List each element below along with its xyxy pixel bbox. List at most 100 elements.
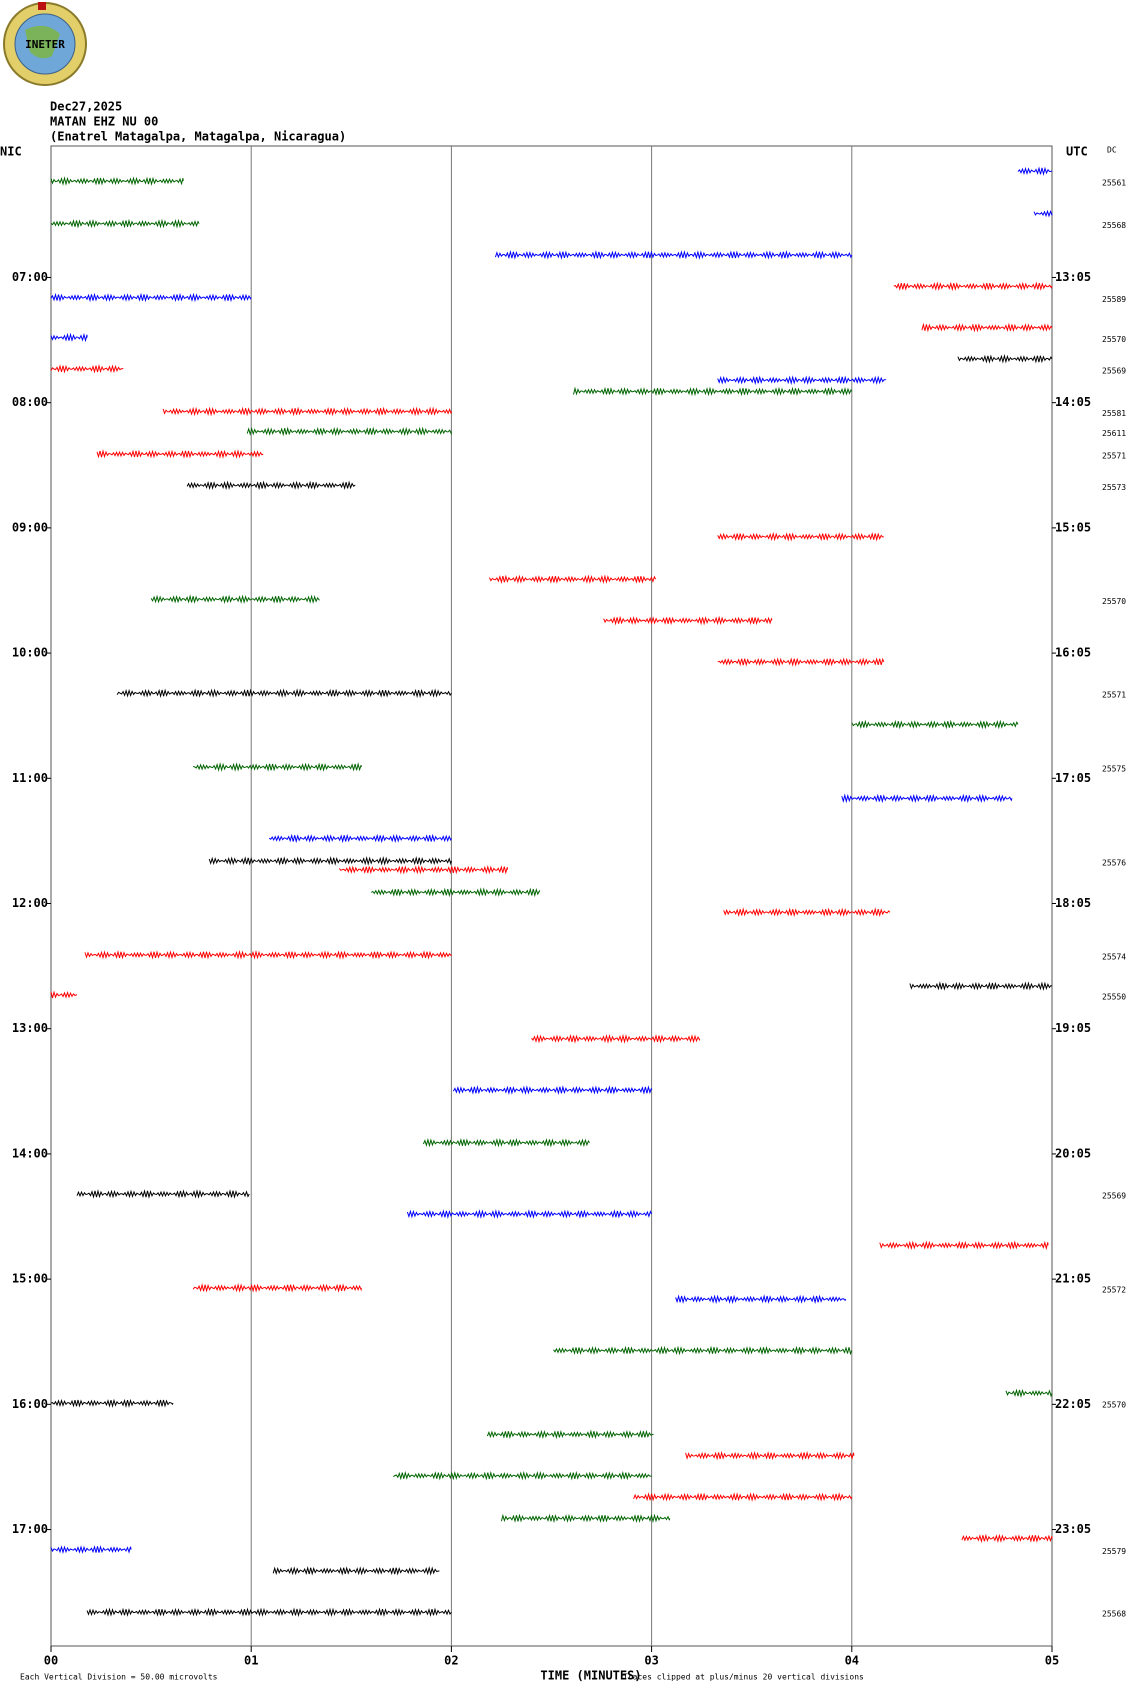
trace xyxy=(208,856,452,866)
dc-label: 25573 xyxy=(1102,483,1126,492)
trace xyxy=(921,322,1053,333)
trace xyxy=(50,1398,174,1408)
dc-label: 25576 xyxy=(1102,858,1126,867)
x-axis-label: TIME (MINUTES) xyxy=(540,1669,641,1683)
trace xyxy=(272,1566,440,1576)
trace xyxy=(96,449,264,459)
y2-tick-label: 19:05 xyxy=(1055,1021,1091,1035)
trace xyxy=(371,887,540,898)
trace xyxy=(422,1137,590,1148)
trace xyxy=(909,981,1053,991)
plot-frame xyxy=(50,145,1053,1647)
x-tick-label: 04 xyxy=(845,1654,859,1668)
trace xyxy=(50,218,200,229)
dc-label: 25581 xyxy=(1102,409,1126,418)
clip-note: Traces clipped at plus/minus 20 vertical… xyxy=(623,1673,864,1682)
trace xyxy=(393,1470,652,1481)
location: (Enatrel Matagalpa, Matagalpa, Nicaragua… xyxy=(50,130,346,144)
y2-tick-label: 22:05 xyxy=(1055,1397,1091,1411)
trace xyxy=(162,406,452,417)
trace xyxy=(50,332,88,343)
dc-label: 25568 xyxy=(1102,1610,1126,1619)
y-tick-label: 08:00 xyxy=(12,395,48,409)
y2-tick-label: 21:05 xyxy=(1055,1272,1091,1286)
x-tick-label: 00 xyxy=(44,1654,58,1668)
dc-label: 25550 xyxy=(1102,992,1126,1001)
trace xyxy=(851,719,1019,730)
trace xyxy=(50,990,78,999)
trace xyxy=(186,480,356,491)
y2-tick-label: 17:05 xyxy=(1055,771,1091,785)
trace xyxy=(452,1085,653,1095)
trace xyxy=(717,375,887,386)
dc-label: 25572 xyxy=(1102,1285,1126,1294)
y-tick-label: 15:00 xyxy=(12,1272,48,1286)
trace xyxy=(717,657,885,667)
x-tick-label: 03 xyxy=(644,1654,658,1668)
y2-tick-label: 16:05 xyxy=(1055,646,1091,660)
trace xyxy=(494,250,853,260)
y-tick-label: 09:00 xyxy=(12,520,48,534)
dc-label: 25568 xyxy=(1102,221,1126,230)
trace xyxy=(486,1429,654,1440)
trace xyxy=(1033,209,1053,218)
y2-tick-label: 15:05 xyxy=(1055,520,1091,534)
trace xyxy=(893,281,1053,292)
trace xyxy=(76,1189,250,1199)
trace xyxy=(1017,166,1053,176)
trace xyxy=(488,574,657,585)
trace xyxy=(338,864,508,875)
y2-tick-label: 13:05 xyxy=(1055,270,1091,284)
logo-flag xyxy=(38,2,46,10)
dc-label: 25574 xyxy=(1102,952,1126,961)
trace xyxy=(1005,1388,1053,1398)
trace xyxy=(685,1450,855,1461)
trace xyxy=(406,1209,653,1219)
trace xyxy=(573,386,853,397)
logo-land xyxy=(25,25,60,59)
y-tick-label: 13:00 xyxy=(12,1021,48,1035)
x-tick-label: 01 xyxy=(244,1654,258,1668)
dc-label: 25561 xyxy=(1102,179,1126,188)
dc-header: DC xyxy=(1107,146,1117,155)
date: Dec27,2025 xyxy=(50,100,122,114)
trace xyxy=(531,1033,701,1044)
dc-label: 25575 xyxy=(1102,765,1126,774)
y-tick-label: 17:00 xyxy=(12,1522,48,1536)
y-tick-label: 16:00 xyxy=(12,1397,48,1411)
dc-label: 25569 xyxy=(1102,1191,1126,1200)
trace xyxy=(150,594,320,605)
trace xyxy=(879,1240,1049,1251)
trace xyxy=(50,176,184,186)
trace xyxy=(246,426,452,437)
trace xyxy=(957,353,1053,364)
trace xyxy=(841,793,1013,804)
x-tick-label: 02 xyxy=(444,1654,458,1668)
dc-label: 25569 xyxy=(1102,366,1126,375)
y-tick-label: 12:00 xyxy=(12,896,48,910)
trace xyxy=(961,1533,1053,1544)
y2-tick-label: 18:05 xyxy=(1055,896,1091,910)
right-axis-label: UTC xyxy=(1066,145,1088,159)
y-tick-label: 07:00 xyxy=(12,270,48,284)
trace xyxy=(86,1607,452,1618)
dc-label: 25570 xyxy=(1102,335,1126,344)
trace xyxy=(553,1345,853,1356)
trace xyxy=(50,292,252,303)
dc-label: 25571 xyxy=(1102,452,1126,461)
dc-label: 25579 xyxy=(1102,1547,1126,1556)
y-tick-label: 14:00 xyxy=(12,1146,48,1160)
trace xyxy=(116,688,452,699)
trace xyxy=(50,1545,132,1554)
left-axis-label: NIC xyxy=(0,145,22,159)
trace xyxy=(723,907,891,918)
logo: INETER xyxy=(3,2,87,86)
dc-label: 25571 xyxy=(1102,691,1126,700)
trace xyxy=(500,1513,671,1524)
trace xyxy=(717,531,884,542)
station: MATAN EHZ NU 00 xyxy=(50,115,158,129)
x-tick-label: 05 xyxy=(1045,1654,1059,1668)
trace xyxy=(603,615,773,626)
trace xyxy=(193,762,362,772)
